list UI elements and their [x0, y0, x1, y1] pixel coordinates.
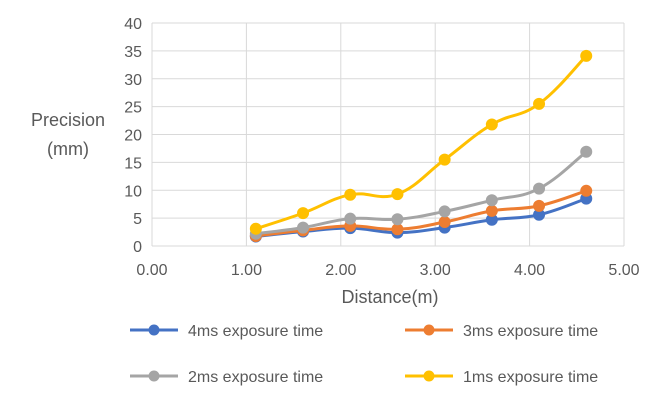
- y-tick-label: 30: [124, 72, 142, 89]
- x-tick-label: 1.00: [231, 262, 262, 279]
- data-point: [344, 188, 357, 201]
- y-tick-label: 15: [124, 155, 142, 172]
- series-layer: [249, 49, 593, 243]
- data-point: [533, 97, 546, 110]
- y-tick-label: 20: [124, 128, 142, 145]
- legend-label: 1ms exposure time: [463, 369, 598, 386]
- x-tick-label: 3.00: [420, 262, 451, 279]
- y-axis-title-line-1: Precision: [31, 110, 105, 130]
- data-point: [438, 153, 451, 166]
- legend-item: 3ms exposure time: [405, 323, 598, 340]
- data-point: [391, 188, 404, 201]
- data-point: [344, 212, 357, 225]
- legend-item: 1ms exposure time: [405, 369, 598, 386]
- data-point: [485, 194, 498, 207]
- y-axis-title-line-2: (mm): [47, 139, 89, 159]
- data-point: [249, 222, 262, 235]
- data-point: [533, 182, 546, 195]
- y-tick-label: 35: [124, 44, 142, 61]
- y-tick-label: 25: [124, 100, 142, 117]
- data-point: [580, 184, 593, 197]
- data-point: [485, 204, 498, 217]
- data-point: [391, 213, 404, 226]
- data-point: [438, 205, 451, 218]
- y-tick-label: 10: [124, 183, 142, 200]
- data-point: [297, 221, 310, 234]
- legend-label: 2ms exposure time: [188, 369, 323, 386]
- legend-label: 4ms exposure time: [188, 323, 323, 340]
- y-tick-label: 5: [133, 211, 142, 228]
- y-tick-label: 40: [124, 16, 142, 33]
- legend-marker: [423, 324, 435, 336]
- data-point: [580, 49, 593, 62]
- data-point: [485, 118, 498, 131]
- legend-marker: [423, 370, 435, 382]
- x-tick-label: 5.00: [608, 262, 639, 279]
- data-point: [391, 223, 404, 236]
- grid-layer: [151, 22, 625, 247]
- data-point: [580, 145, 593, 158]
- x-tick-label: 0.00: [136, 262, 167, 279]
- x-axis-title: Distance(m): [341, 287, 438, 307]
- data-point: [533, 199, 546, 212]
- data-point: [438, 216, 451, 229]
- data-point: [297, 207, 310, 220]
- legend-label: 3ms exposure time: [463, 323, 598, 340]
- legend-item: 4ms exposure time: [130, 323, 323, 340]
- x-tick-label: 2.00: [325, 262, 356, 279]
- series-3: [249, 145, 593, 240]
- series-4: [249, 49, 593, 235]
- legend-marker: [148, 324, 160, 336]
- x-tick-label: 4.00: [514, 262, 545, 279]
- axis-titles: Distance(m) Precision (mm): [31, 110, 439, 307]
- tick-layer: 0 5 10 15 20 25 30 35 40 0.00 1.00 2.00 3.00 4.00 5.00: [124, 16, 639, 279]
- legend: 4ms exposure time 3ms exposure time 2ms ex…: [130, 323, 598, 386]
- y-tick-label: 0: [133, 239, 142, 256]
- legend-marker: [148, 370, 160, 382]
- legend-item: 2ms exposure time: [130, 369, 323, 386]
